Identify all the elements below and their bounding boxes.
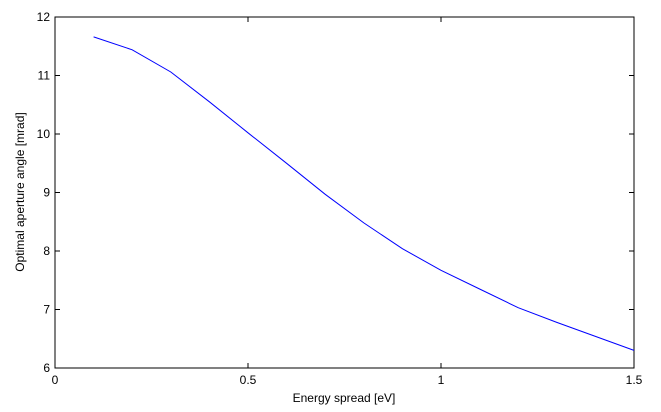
y-tick-label: 10: [37, 127, 51, 141]
plot-area: [54, 16, 635, 369]
series-line-aperture: [93, 36, 635, 351]
y-tick-label: 9: [43, 186, 50, 200]
y-tick-label: 7: [43, 303, 50, 317]
x-tick-label: 1: [438, 373, 445, 387]
y-tick-label: 11: [38, 69, 51, 83]
y-tick-label: 6: [43, 361, 50, 375]
x-tick-label: 0: [52, 373, 59, 387]
y-tick-label: 12: [37, 10, 51, 24]
x-axis-label: Energy spread [eV]: [293, 391, 396, 405]
y-axis-label: Optimal aperture angle [mrad]: [13, 112, 27, 271]
x-tick-label: 1.5: [626, 373, 643, 387]
y-tick-label: 8: [43, 244, 50, 258]
x-tick-label: 0.5: [240, 373, 257, 387]
